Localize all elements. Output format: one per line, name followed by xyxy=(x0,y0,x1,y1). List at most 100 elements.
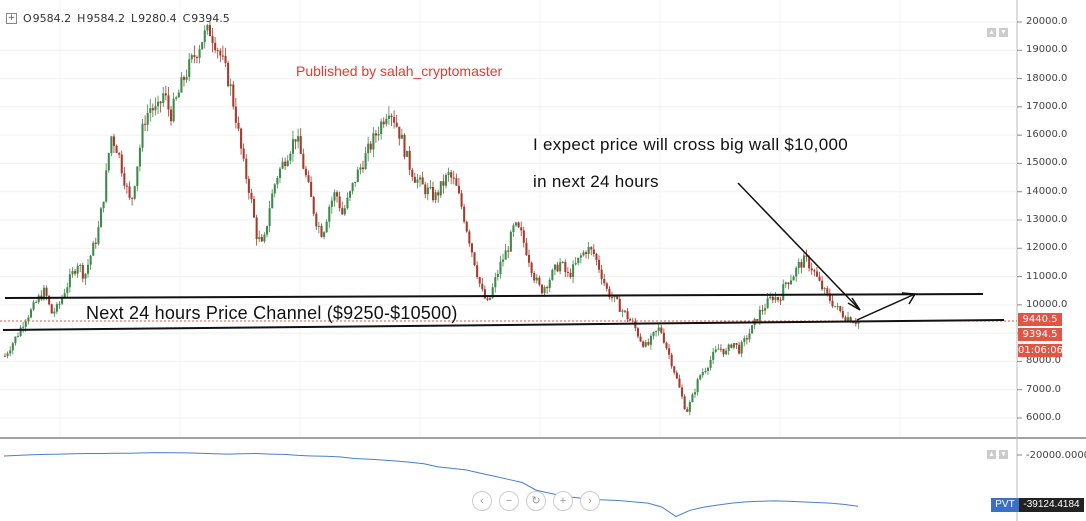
candle-body xyxy=(465,221,468,232)
candle-body xyxy=(766,298,769,309)
ohlc-low: L 9280.4 xyxy=(131,12,177,25)
candle-body xyxy=(343,208,346,215)
candle-body xyxy=(22,326,25,328)
candle-body xyxy=(268,208,271,227)
candle-body xyxy=(779,300,782,302)
candle-body xyxy=(45,287,48,296)
candle-body xyxy=(351,183,354,192)
candle-body xyxy=(678,378,681,388)
candle-body xyxy=(797,261,800,268)
candle-body xyxy=(172,98,175,122)
candle-body xyxy=(284,161,287,167)
candle-body xyxy=(696,379,699,393)
candle-body xyxy=(764,308,767,311)
chevron-right-icon[interactable]: › xyxy=(580,491,600,511)
candle-body xyxy=(320,225,323,237)
channel-upper-line[interactable] xyxy=(4,293,984,299)
candle-body xyxy=(94,242,97,244)
candle-body xyxy=(527,254,531,263)
price-tick-label: 17000.0 xyxy=(1026,100,1068,112)
chevron-left-icon[interactable]: ‹ xyxy=(472,491,492,511)
candle-body xyxy=(603,278,606,284)
candle-body xyxy=(841,311,844,318)
candle-body xyxy=(727,344,730,351)
price-tick-label: 8000.0 xyxy=(1026,355,1061,367)
candle-body xyxy=(201,42,204,50)
candle-body xyxy=(434,192,437,201)
candle-body xyxy=(802,255,806,268)
price-tick-label: 20000.0 xyxy=(1026,16,1068,27)
candle-body xyxy=(89,255,92,265)
candle-body xyxy=(50,304,53,314)
candle-body xyxy=(255,217,258,240)
channel-label[interactable]: Next 24 hours Price Channel ($9250-$1050… xyxy=(86,303,458,323)
candle-body xyxy=(499,261,502,274)
candle-body xyxy=(826,288,829,294)
price-tick-label: 19000.0 xyxy=(1026,44,1068,56)
pvt-pane-up-icon[interactable]: ▲ xyxy=(987,450,996,459)
trend-line-up[interactable] xyxy=(856,293,916,321)
price-tick-label: 18000.0 xyxy=(1026,72,1068,84)
candle-body xyxy=(348,191,352,198)
plus-icon[interactable]: + xyxy=(553,491,573,511)
candle-body xyxy=(548,279,551,288)
candle-body xyxy=(670,354,673,367)
candle-body xyxy=(821,280,824,290)
reset-icon[interactable]: ↻ xyxy=(526,491,546,511)
price-axis[interactable] xyxy=(1017,0,1086,437)
candle-body xyxy=(382,121,385,125)
candle-body xyxy=(315,213,318,227)
candle-body xyxy=(520,227,523,231)
plus-icon[interactable]: + xyxy=(6,13,17,24)
candle-body xyxy=(151,108,154,111)
candle-body xyxy=(852,322,855,324)
candle-body xyxy=(831,300,834,307)
channel-lower-line[interactable] xyxy=(2,319,1005,331)
pvt-axis-tick: -20000.0000 xyxy=(1026,450,1086,461)
ohlc-high: H 9584.2 xyxy=(77,12,125,25)
annotation-expect-line1[interactable]: I expect price will cross big wall $10,0… xyxy=(533,135,848,154)
grid-lines xyxy=(0,0,1022,437)
minus-icon[interactable]: − xyxy=(499,491,519,511)
candle-body xyxy=(190,55,193,60)
candle-body xyxy=(452,177,455,179)
annotation-expect-line2[interactable]: in next 24 hours xyxy=(533,172,659,191)
close-value: 9394.5 xyxy=(191,12,230,25)
candle-body xyxy=(118,152,121,155)
candle-body xyxy=(74,271,77,274)
pane-down-icon[interactable]: ▼ xyxy=(999,28,1008,37)
pane-up-icon[interactable]: ▲ xyxy=(987,28,996,37)
candle-body xyxy=(616,296,619,300)
pvt-badge[interactable]: PVT xyxy=(991,498,1019,512)
candle-body xyxy=(141,123,144,148)
candle-body xyxy=(805,255,808,257)
candle-body xyxy=(712,351,715,360)
candle-body xyxy=(424,184,427,195)
candle-body xyxy=(605,283,608,289)
candle-body xyxy=(403,134,406,157)
low-value: 9280.4 xyxy=(138,12,177,25)
candle-body xyxy=(310,181,313,197)
candle-body xyxy=(175,97,178,99)
price-tick-label: 14000.0 xyxy=(1026,185,1068,197)
candle-body xyxy=(9,350,12,354)
price-pane[interactable] xyxy=(0,0,1017,437)
candle-body xyxy=(460,193,463,207)
candle-body xyxy=(253,199,256,218)
candle-body xyxy=(79,265,82,267)
pvt-pane-down-icon[interactable]: ▼ xyxy=(999,450,1008,459)
candle-body xyxy=(177,92,180,98)
candle-body xyxy=(535,277,538,281)
candle-body xyxy=(818,276,821,281)
candle-body xyxy=(559,262,562,272)
candle-body xyxy=(530,262,533,273)
candle-body xyxy=(216,50,219,52)
candle-body xyxy=(131,197,134,199)
candle-body xyxy=(525,242,528,255)
candle-body xyxy=(789,280,793,285)
candle-body xyxy=(302,153,305,169)
trend-line-down[interactable] xyxy=(737,182,861,311)
candle-body xyxy=(649,335,652,345)
candle-body xyxy=(426,187,429,195)
